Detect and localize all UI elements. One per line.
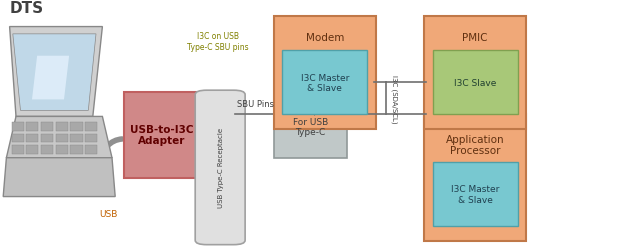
Bar <box>12 146 24 154</box>
Bar <box>56 146 68 154</box>
Bar <box>85 134 97 143</box>
Text: I3C Master
& Slave: I3C Master & Slave <box>451 185 499 204</box>
Polygon shape <box>6 117 112 158</box>
FancyBboxPatch shape <box>274 85 347 158</box>
Polygon shape <box>3 158 115 197</box>
FancyBboxPatch shape <box>282 51 367 115</box>
Text: SBU Pins: SBU Pins <box>237 100 273 108</box>
Bar <box>56 134 68 143</box>
Bar <box>56 122 68 131</box>
Text: USB Type-C Receptacle: USB Type-C Receptacle <box>218 128 224 208</box>
Bar <box>41 146 53 154</box>
Bar <box>70 134 83 143</box>
Text: Modem: Modem <box>306 33 344 43</box>
Text: I3C (SDA/SCL): I3C (SDA/SCL) <box>390 74 397 123</box>
Bar <box>85 122 97 131</box>
Bar <box>26 146 38 154</box>
Text: PMIC: PMIC <box>463 33 488 43</box>
FancyBboxPatch shape <box>433 162 518 226</box>
Text: Application
Processor: Application Processor <box>446 134 504 156</box>
Text: Switch/Mux
For USB
Type-C: Switch/Mux For USB Type-C <box>284 107 337 137</box>
FancyBboxPatch shape <box>124 92 200 178</box>
Text: I3C Master
& Slave: I3C Master & Slave <box>301 74 349 93</box>
Text: DTS: DTS <box>10 1 44 16</box>
Bar <box>41 122 53 131</box>
Polygon shape <box>10 28 102 117</box>
FancyBboxPatch shape <box>424 114 526 241</box>
Bar <box>70 146 83 154</box>
Polygon shape <box>13 35 96 111</box>
Bar <box>12 122 24 131</box>
Bar <box>12 134 24 143</box>
Bar <box>26 134 38 143</box>
Bar <box>41 134 53 143</box>
Polygon shape <box>32 56 69 100</box>
Text: I3C Slave: I3C Slave <box>454 78 497 88</box>
FancyBboxPatch shape <box>274 17 376 130</box>
Bar <box>85 146 97 154</box>
FancyBboxPatch shape <box>195 91 245 245</box>
Bar <box>70 122 83 131</box>
FancyBboxPatch shape <box>433 51 518 115</box>
Text: USB: USB <box>99 209 118 218</box>
Bar <box>26 122 38 131</box>
Text: USB-to-I3C
Adapter: USB-to-I3C Adapter <box>130 124 193 146</box>
FancyBboxPatch shape <box>424 17 526 130</box>
Text: I3C on USB
Type-C SBU pins: I3C on USB Type-C SBU pins <box>187 32 248 52</box>
